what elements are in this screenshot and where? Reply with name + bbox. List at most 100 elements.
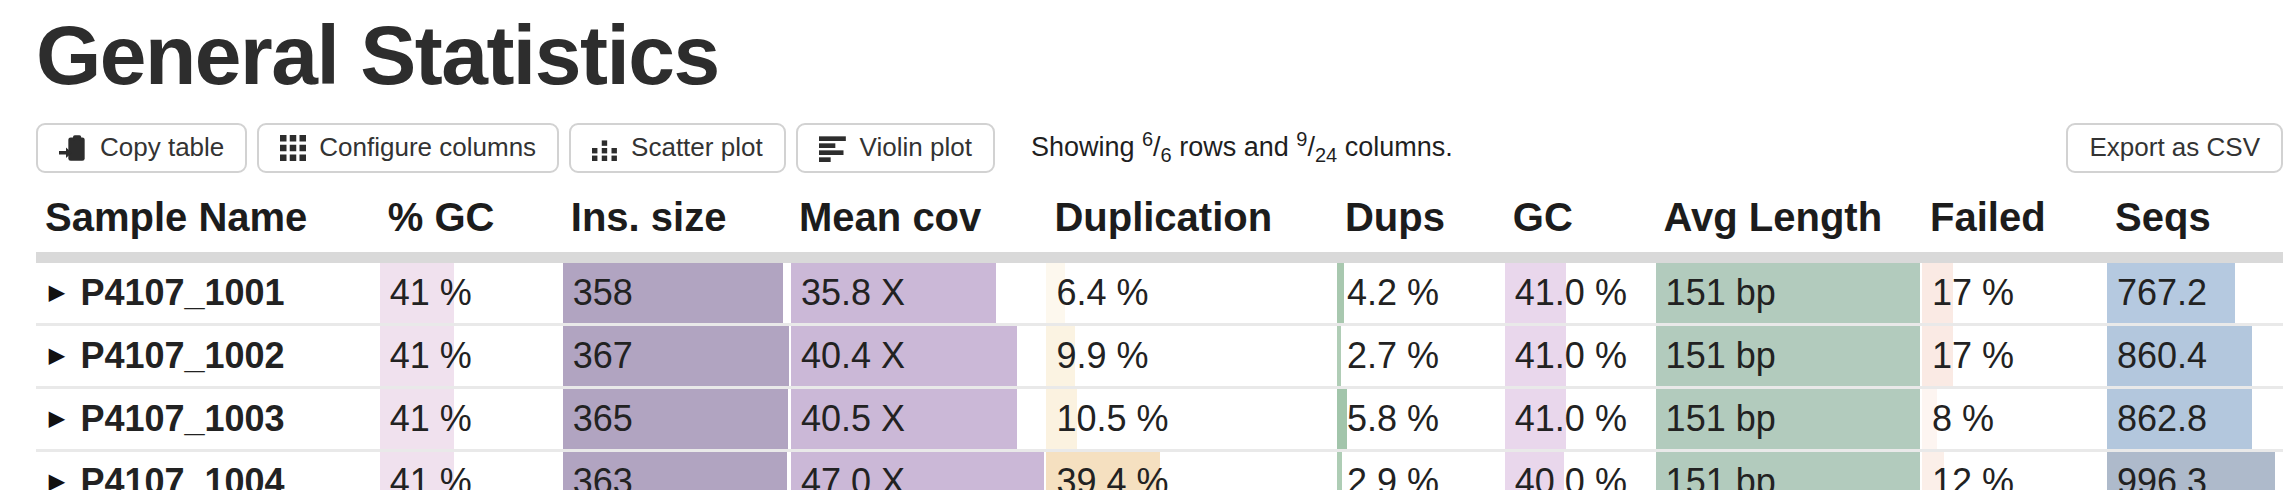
cell-value: 151 bp (1657, 335, 1776, 376)
general-stats-table: Sample Name% GCIns. sizeMean covDuplicat… (36, 189, 2283, 490)
scatter-plot-button[interactable]: Scatter plot (569, 123, 786, 173)
cell-value: 2.9 % (1338, 461, 1439, 490)
cell-value: 363 (564, 461, 633, 490)
sample-name-cell[interactable]: ▶ P4107_1001 (36, 257, 379, 324)
column-header-duplication[interactable]: Duplication (1045, 189, 1336, 258)
column-header-ins-size[interactable]: Ins. size (562, 189, 790, 258)
cell-seqs: 860.4 (2106, 324, 2283, 387)
column-header-failed[interactable]: Failed (1921, 189, 2106, 258)
cell-value: 40.0 % (1506, 461, 1627, 490)
column-header-dups[interactable]: Dups (1336, 189, 1504, 258)
cell-value: 41 % (381, 335, 472, 376)
cell-gc: 40.0 % (1504, 450, 1655, 490)
expand-row-icon[interactable]: ▶ (49, 406, 64, 430)
cell-value: 39.4 % (1047, 461, 1168, 490)
column-header-gc[interactable]: GC (1504, 189, 1655, 258)
cell-value: 5.8 % (1338, 398, 1439, 439)
cell-pct-gc: 41 % (379, 257, 562, 324)
cell-value: 41 % (381, 461, 472, 490)
table-toolbar: Copy table Configure columns Scatter (36, 121, 2283, 175)
sample-name-cell[interactable]: ▶ P4107_1004 (36, 450, 379, 490)
cell-value: 862.8 (2108, 398, 2207, 439)
showing-summary: Showing 6/6 rows and 9/24 columns. (1031, 132, 1453, 163)
configure-columns-label: Configure columns (319, 132, 536, 163)
table-header: Sample Name% GCIns. sizeMean covDuplicat… (36, 189, 2283, 258)
table-row: ▶ P4107_1001 41 %358 35.8 X 6.4 %4.2 % 41.0 %… (36, 257, 2283, 324)
cell-pct-gc: 41 % (379, 324, 562, 387)
configure-columns-button[interactable]: Configure columns (257, 123, 559, 173)
cell-avg-length: 151 bp (1655, 257, 1921, 324)
column-header-seqs[interactable]: Seqs (2106, 189, 2283, 258)
cell-value: 4.2 % (1338, 272, 1439, 313)
sample-name: P4107_1003 (80, 399, 284, 440)
cell-value: 2.7 % (1338, 335, 1439, 376)
sample-name-cell[interactable]: ▶ P4107_1003 (36, 387, 379, 450)
column-header-sample-name[interactable]: Sample Name (36, 189, 379, 258)
violin-plot-label: Violin plot (860, 132, 972, 163)
cell-avg-length: 151 bp (1655, 324, 1921, 387)
cell-value: 9.9 % (1047, 335, 1148, 376)
cell-value: 151 bp (1657, 272, 1776, 313)
cell-seqs: 996.3 (2106, 450, 2283, 490)
column-header-avg-length[interactable]: Avg Length (1655, 189, 1921, 258)
violin-plot-button[interactable]: Violin plot (796, 123, 995, 173)
column-header-pct-gc[interactable]: % GC (379, 189, 562, 258)
cell-value: 17 % (1923, 335, 2014, 376)
cell-avg-length: 151 bp (1655, 387, 1921, 450)
cell-value: 10.5 % (1047, 398, 1168, 439)
cell-ins-size: 363 (562, 450, 790, 490)
page-title: General Statistics (36, 10, 2283, 101)
cell-value: 41.0 % (1506, 335, 1627, 376)
general-statistics-section: General Statistics Copy table Configu (0, 10, 2288, 490)
cell-value: 41 % (381, 398, 472, 439)
cell-seqs: 862.8 (2106, 387, 2283, 450)
cell-value: 767.2 (2108, 272, 2207, 313)
cell-value: 40.5 X (792, 398, 905, 439)
cell-dups: 4.2 % (1336, 257, 1504, 324)
cell-value: 47.0 X (792, 461, 905, 490)
cell-value: 12 % (1923, 461, 2014, 490)
sample-name-cell[interactable]: ▶P4107_1002 (36, 324, 379, 387)
export-csv-button[interactable]: Export as CSV (2066, 123, 2283, 173)
grid-icon (280, 135, 306, 161)
cell-mean-cov: 47.0 X (790, 450, 1045, 490)
export-csv-label: Export as CSV (2089, 132, 2260, 163)
sample-name: P4107_1004 (80, 462, 284, 490)
cell-value: 365 (564, 398, 633, 439)
cell-failed: 17 % (1921, 257, 2106, 324)
cell-dups: 2.9 % (1336, 450, 1504, 490)
cell-value: 358 (564, 272, 633, 313)
cell-value: 35.8 X (792, 272, 905, 313)
expand-row-icon[interactable]: ▶ (49, 343, 64, 367)
cell-ins-size: 367 (562, 324, 790, 387)
table-row: ▶ P4107_1003 41 % 365 40.5 X 10.5 % 5.8 % 41.0 … (36, 387, 2283, 450)
cell-dups: 5.8 % (1336, 387, 1504, 450)
expand-row-icon[interactable]: ▶ (49, 469, 64, 490)
cell-duplication: 9.9 % (1045, 324, 1336, 387)
violin-icon (819, 134, 847, 162)
cell-duplication: 10.5 % (1045, 387, 1336, 450)
cell-dups: 2.7 % (1336, 324, 1504, 387)
scatter-plot-label: Scatter plot (631, 132, 763, 163)
rows-shown-count: 6 (1142, 128, 1153, 150)
rows-total-count: 6 (1161, 145, 1172, 167)
expand-row-icon[interactable]: ▶ (49, 280, 64, 304)
copy-table-button[interactable]: Copy table (36, 123, 247, 173)
cell-value: 151 bp (1657, 398, 1776, 439)
cell-duplication: 6.4 % (1045, 257, 1336, 324)
cell-failed: 12 % (1921, 450, 2106, 490)
table-row: ▶P4107_100241 % 367 40.4 X9.9 % 2.7 % 41.0 %… (36, 324, 2283, 387)
cell-seqs: 767.2 (2106, 257, 2283, 324)
cell-value: 41.0 % (1506, 272, 1627, 313)
cols-shown-count: 9 (1296, 128, 1307, 150)
cell-gc: 41.0 % (1504, 324, 1655, 387)
sample-name: P4107_1001 (80, 273, 284, 314)
cell-mean-cov: 40.4 X (790, 324, 1045, 387)
cell-value: 367 (564, 335, 633, 376)
cell-failed: 17 % (1921, 324, 2106, 387)
cols-total-count: 24 (1315, 145, 1337, 167)
column-header-mean-cov[interactable]: Mean cov (790, 189, 1045, 258)
copy-table-label: Copy table (100, 132, 224, 163)
cell-value: 41.0 % (1506, 398, 1627, 439)
cell-gc: 41.0 % (1504, 387, 1655, 450)
